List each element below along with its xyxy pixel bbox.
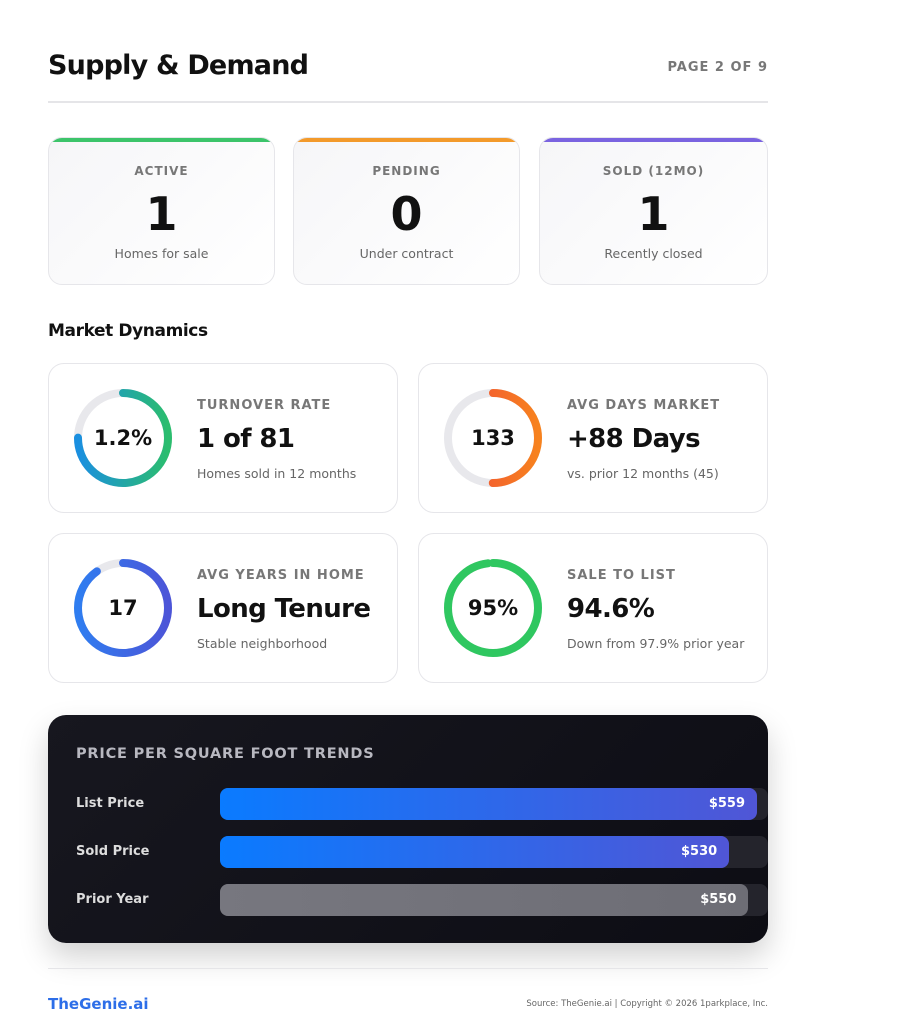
metric-caption: Down from 97.9% prior year bbox=[567, 636, 745, 651]
brand: TheGenie.ai bbox=[48, 995, 149, 1013]
stat-value: 1 bbox=[637, 187, 670, 241]
row-label: List Price bbox=[76, 796, 145, 811]
stat-card: ACTIVE 1 Homes for sale bbox=[48, 137, 275, 285]
bar: $530 bbox=[220, 836, 730, 868]
divider bbox=[48, 101, 768, 103]
price-panel: PRICE PER SQUARE FOOT TRENDS List Price $… bbox=[48, 715, 768, 943]
ring-arc bbox=[444, 559, 542, 657]
ring-label: 95% bbox=[468, 596, 518, 620]
accent bbox=[49, 138, 274, 142]
ring-arc bbox=[74, 389, 172, 487]
stat-card: PENDING 0 Under contract bbox=[293, 137, 520, 285]
bar-track: $559 bbox=[220, 788, 768, 820]
ring-arc bbox=[444, 389, 542, 487]
page-number: PAGE 2 OF 9 bbox=[667, 60, 768, 75]
metric-caption: Homes sold in 12 months bbox=[197, 466, 357, 481]
bar-track: $530 bbox=[220, 836, 768, 868]
section-title: Market Dynamics bbox=[48, 321, 208, 341]
metric-value: 1 of 81 bbox=[197, 424, 295, 454]
bar: $559 bbox=[220, 788, 758, 820]
row-label: Prior Year bbox=[76, 892, 149, 907]
price-row: List Price $559 bbox=[76, 788, 768, 820]
stat-caption: Under contract bbox=[359, 246, 454, 261]
bar-track: $550 bbox=[220, 884, 768, 916]
ring: 133 bbox=[444, 389, 542, 487]
accent bbox=[294, 138, 519, 142]
title: Supply & Demand bbox=[48, 50, 309, 81]
ring: 95% bbox=[444, 559, 542, 657]
stat-label: PENDING bbox=[372, 164, 441, 178]
stat-value: 0 bbox=[390, 187, 423, 241]
metric-card: 1.2% TURNOVER RATE 1 of 81 Homes sold in 12… bbox=[48, 363, 398, 513]
price-row: Sold Price $530 bbox=[76, 836, 768, 868]
stat-caption: Homes for sale bbox=[114, 246, 209, 261]
ring-label: 17 bbox=[108, 596, 137, 620]
stat-label: ACTIVE bbox=[134, 164, 189, 178]
bar-value: $550 bbox=[700, 892, 737, 907]
ring-label: 1.2% bbox=[94, 426, 152, 450]
metric-label: AVG YEARS IN HOME bbox=[197, 568, 365, 583]
stat-value: 1 bbox=[145, 187, 178, 241]
stat-label: SOLD (12MO) bbox=[602, 164, 705, 178]
panel-title: PRICE PER SQUARE FOOT TRENDS bbox=[76, 746, 375, 762]
ring: 17 bbox=[74, 559, 172, 657]
metric-card: 17 AVG YEARS IN HOME Long Tenure Stable nei… bbox=[48, 533, 398, 683]
divider bbox=[48, 968, 768, 969]
ring-arc bbox=[74, 559, 172, 657]
metric-caption: Stable neighborhood bbox=[197, 636, 328, 651]
row-label: Sold Price bbox=[76, 844, 150, 859]
metric-value: Long Tenure bbox=[197, 594, 371, 624]
ring: 1.2% bbox=[74, 389, 172, 487]
bar: $550 bbox=[220, 884, 749, 916]
footer-note: Source: TheGenie.ai | Copyright © 2026 1… bbox=[526, 999, 768, 1009]
accent bbox=[540, 138, 767, 142]
metric-caption: vs. prior 12 months (45) bbox=[567, 466, 719, 481]
metric-label: SALE TO LIST bbox=[567, 568, 676, 583]
metric-card: 95% SALE TO LIST 94.6% Down from 97.9% prio… bbox=[418, 533, 768, 683]
bar-value: $530 bbox=[680, 844, 718, 859]
report: Supply & Demand PAGE 2 OF 9 ACTIVE 1 Homes… bbox=[48, 0, 768, 1033]
stat-caption: Recently closed bbox=[604, 246, 703, 261]
metric-value: +88 Days bbox=[567, 424, 701, 454]
stat-card: SOLD (12MO) 1 Recently closed bbox=[539, 137, 768, 285]
metric-label: AVG DAYS MARKET bbox=[567, 398, 721, 413]
metric-label: TURNOVER RATE bbox=[197, 398, 332, 413]
metric-card: 133 AVG DAYS MARKET +88 Days vs. prior 12 m… bbox=[418, 363, 768, 513]
ring-label: 133 bbox=[471, 426, 515, 450]
bar-value: $559 bbox=[708, 796, 746, 811]
price-row: Prior Year $550 bbox=[76, 884, 768, 916]
metric-value: 94.6% bbox=[567, 594, 655, 624]
